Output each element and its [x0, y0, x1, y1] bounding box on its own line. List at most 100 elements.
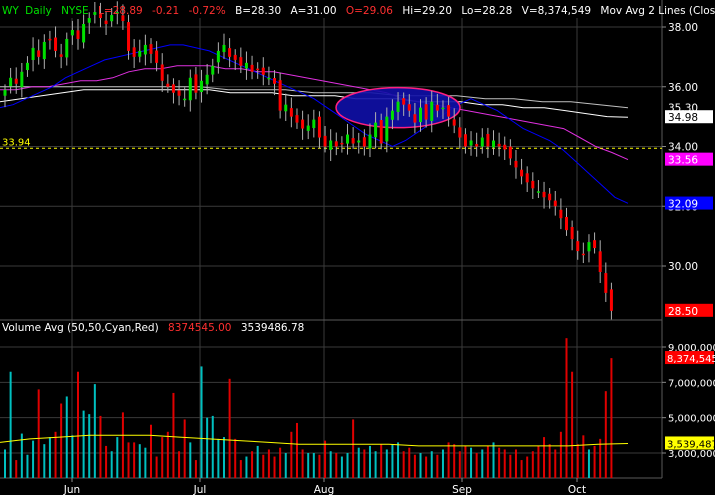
candle[interactable] [143, 34, 147, 66]
volume-bar[interactable] [537, 445, 540, 478]
candle[interactable] [598, 240, 602, 283]
candle[interactable] [278, 72, 282, 119]
candle[interactable] [469, 131, 473, 156]
candle[interactable] [520, 158, 524, 185]
candle[interactable] [514, 150, 518, 179]
candle[interactable] [256, 62, 260, 79]
candle[interactable] [441, 100, 445, 119]
volume-bar[interactable] [234, 438, 237, 478]
candle[interactable] [379, 113, 383, 150]
volume-bar[interactable] [189, 442, 192, 478]
candle[interactable] [390, 99, 394, 130]
volume-bar[interactable] [543, 437, 546, 478]
volume-bar[interactable] [93, 384, 96, 478]
candle[interactable] [59, 43, 63, 69]
volume-bar[interactable] [65, 396, 68, 478]
volume-bar[interactable] [206, 417, 209, 478]
candle[interactable] [609, 282, 613, 320]
candle[interactable] [183, 87, 187, 107]
candle[interactable] [87, 12, 91, 34]
volume-bar[interactable] [324, 440, 327, 478]
volume-bar[interactable] [363, 449, 366, 478]
volume-bar[interactable] [335, 453, 338, 478]
volume-bar[interactable] [397, 442, 400, 478]
volume-bar[interactable] [458, 451, 461, 478]
candle[interactable] [155, 41, 159, 72]
candle[interactable] [593, 232, 597, 254]
volume-bar[interactable] [509, 454, 512, 478]
volume-bar[interactable] [256, 445, 259, 478]
volume-bar[interactable] [279, 447, 282, 478]
volume-bar[interactable] [301, 449, 304, 478]
volume-bar[interactable] [245, 456, 248, 478]
volume-bar[interactable] [48, 437, 51, 478]
candle[interactable] [284, 93, 288, 122]
volume-bar[interactable] [290, 431, 293, 478]
candle[interactable] [301, 110, 305, 140]
volume-bar[interactable] [582, 435, 585, 478]
volume-bar[interactable] [436, 454, 439, 478]
volume-bar[interactable] [54, 431, 57, 478]
candle[interactable] [70, 20, 74, 45]
volume-bar[interactable] [402, 451, 405, 478]
volume-bar[interactable] [183, 419, 186, 478]
volume-bar[interactable] [318, 454, 321, 478]
volume-bar[interactable] [464, 445, 467, 478]
volume-bar[interactable] [105, 445, 108, 478]
volume-bar[interactable] [374, 451, 377, 478]
candle[interactable] [54, 26, 58, 58]
candle[interactable] [261, 57, 265, 86]
volume-bar[interactable] [127, 442, 130, 478]
volume-bar[interactable] [138, 444, 141, 478]
volume-bar[interactable] [587, 449, 590, 478]
candle[interactable] [216, 42, 220, 74]
candle[interactable] [20, 62, 24, 98]
candle[interactable] [317, 111, 321, 149]
candlesticks[interactable] [3, 1, 613, 320]
candle[interactable] [3, 84, 7, 108]
candle[interactable] [419, 99, 423, 132]
volume-bar[interactable] [211, 415, 214, 478]
volume-bar[interactable] [4, 449, 6, 478]
volume-bar[interactable] [178, 451, 181, 478]
volume-bar[interactable] [481, 449, 484, 478]
candle[interactable] [250, 55, 254, 80]
volume-bar[interactable] [121, 412, 124, 478]
candle[interactable] [402, 92, 406, 116]
candle[interactable] [233, 49, 237, 71]
candle[interactable] [306, 114, 310, 140]
volume-bar[interactable] [368, 445, 371, 478]
candle[interactable] [9, 67, 13, 94]
volume-bar[interactable] [340, 456, 343, 478]
candle[interactable] [559, 198, 563, 230]
candle[interactable] [166, 74, 170, 93]
volume-bar[interactable] [239, 460, 242, 478]
candle[interactable] [222, 33, 226, 60]
candle[interactable] [205, 64, 209, 95]
volume-bar[interactable] [273, 456, 276, 478]
volume-bar[interactable] [251, 451, 254, 478]
volume-bar[interactable] [32, 440, 35, 478]
volume-bar[interactable] [486, 445, 489, 478]
volume-bar[interactable] [133, 442, 136, 478]
candle[interactable] [334, 132, 338, 156]
candle[interactable] [110, 8, 114, 27]
candle[interactable] [475, 132, 479, 157]
candle[interactable] [362, 129, 366, 156]
candle[interactable] [76, 19, 80, 50]
candle[interactable] [323, 125, 327, 153]
candle[interactable] [581, 242, 585, 264]
volume-bars[interactable] [4, 338, 613, 478]
volume-bar[interactable] [20, 433, 23, 478]
volume-bar[interactable] [228, 378, 231, 478]
volume-bar[interactable] [470, 447, 473, 478]
candle[interactable] [171, 78, 175, 104]
candle[interactable] [536, 180, 540, 198]
candle[interactable] [37, 39, 41, 65]
volume-bar[interactable] [526, 456, 529, 478]
candle[interactable] [244, 51, 248, 80]
volume-bar[interactable] [380, 444, 383, 478]
volume-bar[interactable] [357, 447, 360, 478]
volume-bar[interactable] [346, 453, 349, 478]
volume-bar[interactable] [194, 460, 197, 478]
